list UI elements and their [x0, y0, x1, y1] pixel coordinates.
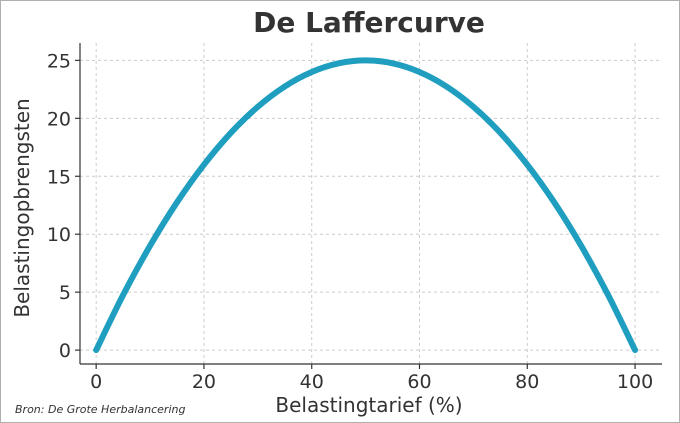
ticks: 0 20 40 60 80 100 0 5 10 15 20 25 — [47, 50, 653, 393]
x-axis-label: Belastingtarief (%) — [275, 393, 462, 417]
grid — [80, 43, 662, 364]
x-tick-label: 40 — [300, 371, 324, 393]
x-tick-label: 100 — [617, 371, 653, 393]
y-tick-label: 15 — [47, 166, 71, 188]
laffer-curve-line — [93, 57, 639, 354]
x-tick-label: 60 — [407, 371, 431, 393]
x-tick-label: 20 — [192, 371, 216, 393]
y-tick-label: 10 — [47, 224, 71, 246]
y-tick-label: 25 — [47, 50, 71, 72]
y-axis-label: Belastingopbrengsten — [10, 98, 34, 317]
x-tick-label: 80 — [515, 371, 539, 393]
y-tick-label: 0 — [59, 340, 71, 362]
y-tick-label: 5 — [59, 282, 71, 304]
x-tick-label: 0 — [90, 371, 102, 393]
series-layer — [93, 57, 639, 354]
source-note: Bron: De Grote Herbalancering — [15, 403, 185, 416]
axes — [79, 43, 662, 365]
y-tick-label: 20 — [47, 108, 71, 130]
chart-title: De Laffercurve — [253, 6, 485, 39]
